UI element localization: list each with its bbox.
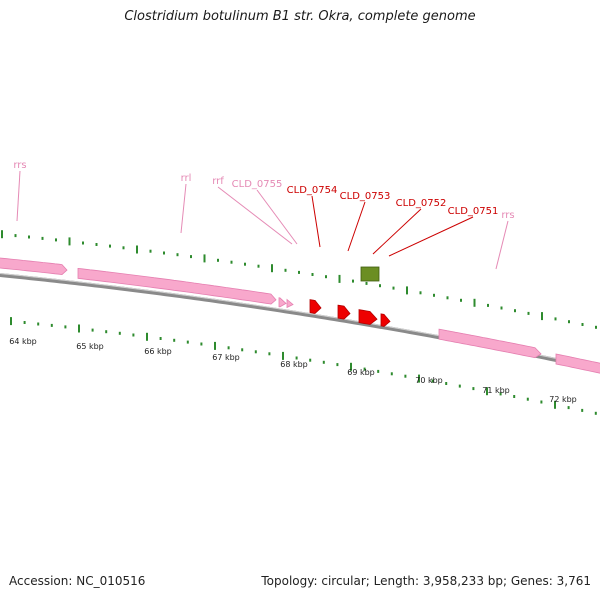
cds-arrow [337, 304, 351, 320]
label-leader-line [217, 186, 293, 245]
feature-label: rrs [13, 160, 26, 171]
cds-arrow [309, 299, 322, 314]
genome-stats-text: Topology: circular; Length: 3,958,233 bp… [261, 574, 591, 588]
label-leader-line [388, 216, 474, 257]
feature-label: CLD_0754 [287, 185, 338, 196]
feature-label: CLD_0755 [232, 179, 283, 190]
label-leader-line [372, 208, 422, 255]
label-leader-line [347, 201, 366, 252]
label-leader-lines [16, 170, 509, 270]
rna-gene-arrow [438, 328, 542, 359]
backbone-line [0, 272, 600, 372]
rna-gene-arrow [555, 353, 600, 374]
feature-label: rrl [181, 173, 192, 184]
feature-label: rrf [212, 176, 224, 187]
scale-label: 70 kbp [415, 376, 443, 385]
accession-text: Accession: NC_010516 [9, 574, 146, 588]
rna-gene-arrow [286, 298, 294, 309]
scale-label: 72 kbp [549, 395, 577, 404]
scale-label: 71 kbp [482, 386, 510, 395]
cds-arrow [380, 313, 391, 327]
label-leader-line [256, 189, 298, 245]
selected-feature-box [360, 266, 380, 282]
scale-label: 67 kbp [212, 353, 240, 362]
feature-label: CLD_0751 [448, 206, 499, 217]
cds-arrow [358, 309, 378, 325]
label-leader-line [311, 195, 321, 248]
rna-gene-arrow [278, 297, 287, 308]
scale-label: 68 kbp [280, 360, 308, 369]
genome-title: Clostridium botulinum B1 str. Okra, comp… [124, 9, 476, 24]
inner-tick-ring [10, 317, 597, 415]
genome-backbone [0, 272, 600, 372]
scale-label-group: 64 kbp 65 kbp 66 kbp 67 kbp 68 kbp 69 kbp 70 k… [9, 337, 577, 404]
scale-label: 69 kbp [347, 368, 375, 377]
scale-label: 64 kbp [9, 337, 37, 346]
scale-label: 66 kbp [144, 347, 172, 356]
label-leader-line [180, 183, 187, 234]
backbone-highlight [0, 272, 600, 369]
outer-tick-ring [1, 230, 597, 329]
rna-gene-arrow [77, 267, 277, 305]
feature-track [0, 257, 600, 374]
feature-label: CLD_0752 [396, 198, 447, 209]
rna-gene-arrow [0, 257, 68, 276]
label-leader-line [16, 170, 21, 222]
label-leader-line [495, 220, 509, 270]
scale-label: 65 kbp [76, 342, 104, 351]
feature-label: rrs [501, 210, 514, 221]
feature-label: CLD_0753 [340, 191, 391, 202]
